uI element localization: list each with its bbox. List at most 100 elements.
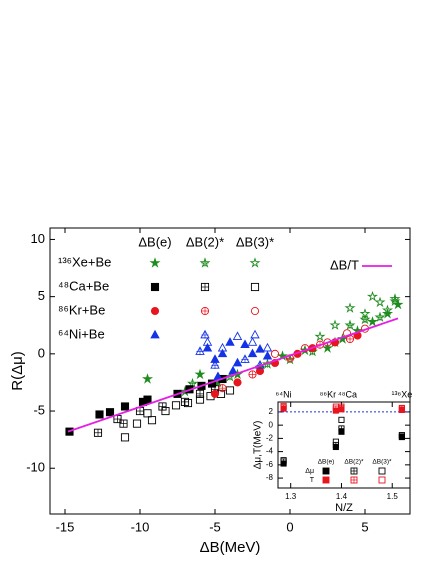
legend-header: ΔB(e)	[318, 459, 335, 466]
legend-header: ΔB(3)*	[236, 234, 274, 249]
data-point	[332, 438, 339, 445]
data-point	[202, 337, 213, 346]
y-tick-label: -8	[266, 473, 274, 482]
legend-label: ⁸⁶Kr+Be	[58, 302, 105, 317]
data-point	[171, 401, 181, 410]
y-tick-label: 2	[269, 407, 274, 416]
data-point	[329, 319, 341, 330]
data-point	[321, 342, 334, 353]
legend-header: ΔB(2)*	[344, 459, 364, 466]
nucleus-label: ¹³⁶Xe	[392, 389, 413, 399]
legend-marker	[322, 467, 330, 475]
x-axis-label: N/Z	[335, 502, 353, 514]
data-point	[398, 432, 405, 439]
data-point	[255, 344, 265, 353]
legend-label: Δμ	[305, 468, 314, 475]
legend-marker	[249, 257, 261, 268]
data-point	[228, 365, 238, 375]
y-axis-label: Δμ,T(MeV)	[253, 421, 264, 470]
legend-marker	[378, 476, 386, 484]
data-point	[217, 342, 228, 352]
legend-marker	[250, 282, 260, 292]
data-point	[232, 357, 243, 367]
data-point	[247, 348, 258, 358]
data-point	[389, 293, 401, 304]
data-point	[262, 350, 273, 360]
data-point	[280, 457, 287, 464]
legend-marker	[149, 257, 161, 268]
legend-marker	[250, 306, 260, 316]
nucleus-label: ⁶⁴Ni	[276, 389, 292, 399]
data-point	[247, 337, 258, 346]
legend-marker	[322, 476, 330, 484]
data-point	[225, 337, 235, 346]
data-point	[338, 416, 345, 423]
data-point	[262, 342, 273, 352]
x-tick-label: 5	[361, 519, 368, 534]
legend-label: ⁶⁴Ni+Be	[58, 326, 105, 341]
data-point	[280, 402, 287, 410]
nucleus-label: ⁸⁶Kr	[320, 389, 337, 399]
legend-label: ¹³⁶Xe+Be	[58, 254, 111, 269]
data-point	[232, 331, 243, 341]
x-axis-label: ΔB(MeV)	[200, 539, 261, 556]
data-point	[143, 395, 152, 404]
data-point	[338, 403, 345, 410]
y-tick-label: -4	[266, 447, 274, 456]
y-tick-label: 10	[31, 231, 45, 246]
data-point	[366, 290, 379, 302]
data-point	[202, 342, 213, 352]
y-tick-label: 5	[38, 288, 45, 303]
data-point	[240, 339, 250, 349]
plot-frame	[277, 401, 411, 489]
data-point	[217, 348, 228, 358]
data-point	[359, 308, 371, 319]
data-point	[95, 410, 104, 419]
y-tick-label: -2	[266, 433, 274, 442]
data-point	[147, 416, 157, 425]
data-point	[105, 408, 115, 417]
data-point	[398, 404, 405, 412]
nucleus-label: ⁴⁸Ca	[338, 389, 357, 399]
data-point	[120, 402, 130, 411]
legend-header: ΔB(3)*	[372, 459, 392, 466]
data-point	[195, 395, 205, 404]
legend-marker	[250, 329, 260, 339]
data-point	[225, 386, 235, 395]
data-point	[342, 329, 352, 338]
data-point	[183, 398, 193, 408]
data-point	[210, 389, 220, 398]
fit-line	[67, 317, 399, 433]
y-tick-label: 0	[38, 345, 45, 360]
legend-header: ΔB(e)	[138, 234, 171, 249]
data-point	[141, 373, 154, 384]
data-point	[143, 409, 152, 418]
legend-label: T	[310, 477, 315, 484]
x-tick-label: 1.3	[285, 492, 297, 501]
legend-marker	[150, 306, 160, 316]
y-tick-label: -10	[26, 460, 45, 475]
y-tick-label: -5	[33, 402, 45, 417]
x-tick-label: 1.5	[387, 492, 399, 501]
data-point	[374, 296, 386, 308]
y-tick-label: 0	[269, 420, 274, 429]
data-point	[132, 419, 142, 428]
x-tick-label: 1.4	[336, 492, 348, 501]
y-axis-label: R(Δμ)	[9, 351, 26, 391]
data-point	[314, 330, 326, 342]
x-tick-label: -15	[56, 519, 75, 534]
legend-label: ⁴⁸Ca+Be	[58, 278, 109, 293]
data-point	[381, 304, 394, 316]
data-point	[161, 406, 170, 416]
data-point	[270, 349, 280, 358]
data-point	[194, 368, 206, 380]
legend-marker	[150, 329, 160, 339]
legend-marker	[150, 282, 160, 292]
data-point	[233, 378, 242, 387]
x-tick-label: -5	[209, 519, 221, 534]
data-point	[381, 308, 394, 319]
data-point	[120, 433, 130, 442]
legend-label: ΔB/T	[330, 257, 359, 272]
x-tick-label: 0	[286, 519, 293, 534]
x-tick-label: -10	[131, 519, 150, 534]
